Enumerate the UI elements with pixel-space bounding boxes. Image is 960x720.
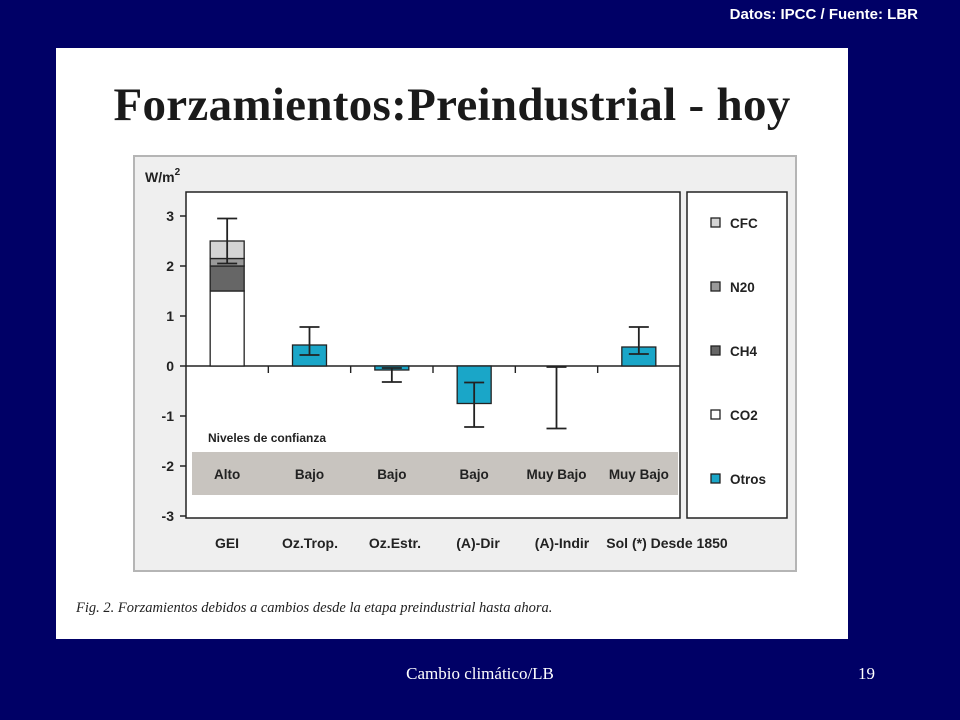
confidence-band [192, 452, 678, 495]
legend-swatch [710, 409, 721, 420]
figure-caption: Fig. 2. Forzamientos debidos a cambios d… [76, 600, 553, 616]
x-category-label: GEI [215, 535, 239, 551]
y-tick-label: 2 [166, 258, 174, 274]
page-number: 19 [858, 664, 875, 683]
legend-label: CO2 [730, 408, 758, 423]
forcing-chart: W/m2 Niveles de confianza 3 2 1 0 -1 -2 -3 GEI… [133, 155, 797, 572]
legend-label: CH4 [730, 344, 757, 359]
figure-panel: Forzamientos:Preindustrial - hoy W/m2 Ni… [56, 48, 848, 639]
confidence-level-label: Alto [214, 467, 240, 482]
y-tick-label: 0 [166, 358, 174, 374]
y-tick-label: 1 [166, 308, 174, 324]
legend-swatch [710, 281, 721, 292]
bar-segment-co2 [209, 290, 245, 367]
x-category-label: Oz.Trop. [282, 535, 338, 551]
confidence-level-label: Bajo [377, 467, 406, 482]
x-category-label: (A)-Dir [456, 535, 500, 551]
legend-box [686, 191, 788, 519]
confidence-title: Niveles de confianza [208, 431, 326, 445]
confidence-level-label: Bajo [295, 467, 324, 482]
x-category-label: Sol (*) Desde 1850 [606, 535, 728, 551]
confidence-level-label: Muy Bajo [609, 467, 669, 482]
y-tick-label: -3 [162, 508, 175, 524]
x-category-label: Oz.Estr. [369, 535, 421, 551]
legend-label: CFC [730, 216, 758, 231]
data-source-note: Datos: IPCC / Fuente: LBR [729, 6, 918, 23]
legend-swatch [710, 473, 721, 484]
confidence-level-label: Bajo [460, 467, 489, 482]
confidence-level-label: Muy Bajo [526, 467, 586, 482]
y-tick-label: -1 [162, 408, 175, 424]
y-tick-label: 3 [166, 208, 174, 224]
y-axis-label: W/m2 [145, 167, 181, 185]
figure-title: Forzamientos:Preindustrial - hoy [113, 79, 791, 131]
legend-label: N20 [730, 280, 755, 295]
legend-label: Otros [730, 472, 766, 487]
bar-segment-ch4 [209, 265, 245, 292]
y-tick-label: -2 [162, 458, 175, 474]
legend-swatch [710, 345, 721, 356]
legend-swatch [710, 217, 721, 228]
x-category-label: (A)-Indir [535, 535, 590, 551]
footer-text: Cambio climático/LB [406, 664, 554, 683]
